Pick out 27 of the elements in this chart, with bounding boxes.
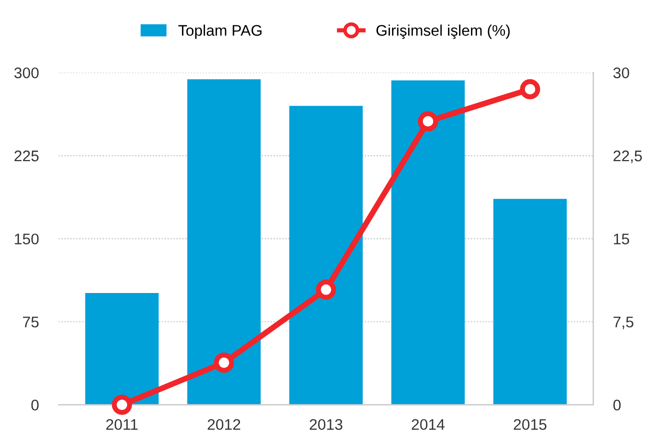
bar	[391, 80, 465, 405]
x-tick-label: 2012	[208, 419, 240, 430]
x-tick-label: 2013	[310, 419, 342, 430]
legend-label: Girişimsel işlem (%)	[376, 24, 510, 39]
y-tick-label: 0	[31, 400, 39, 410]
point	[316, 280, 336, 300]
legend-label: Toplam PAG	[178, 24, 262, 39]
y2-tick-label: 22,5	[614, 150, 642, 164]
y2-tick-label: 30	[613, 67, 630, 78]
x-tick-label: 2014	[412, 419, 445, 430]
y2-tick-label: 7,5	[614, 316, 634, 330]
point	[214, 352, 234, 373]
bar	[493, 198, 567, 405]
bar	[187, 79, 261, 405]
bar	[85, 292, 159, 405]
point	[418, 111, 438, 132]
y-tick-label: 300	[14, 67, 39, 78]
y-tick-label: 150	[14, 234, 39, 244]
y-tick-label: 75	[23, 316, 39, 328]
y2-tick-label: 0	[613, 400, 621, 410]
bar	[289, 106, 363, 405]
x-tick-label: 2015	[514, 419, 546, 430]
point	[520, 79, 540, 100]
y-tick-label: 225	[14, 150, 39, 162]
y2-tick-label: 15	[614, 234, 630, 244]
x-tick-label: 2011	[106, 419, 138, 430]
point	[112, 394, 132, 415]
